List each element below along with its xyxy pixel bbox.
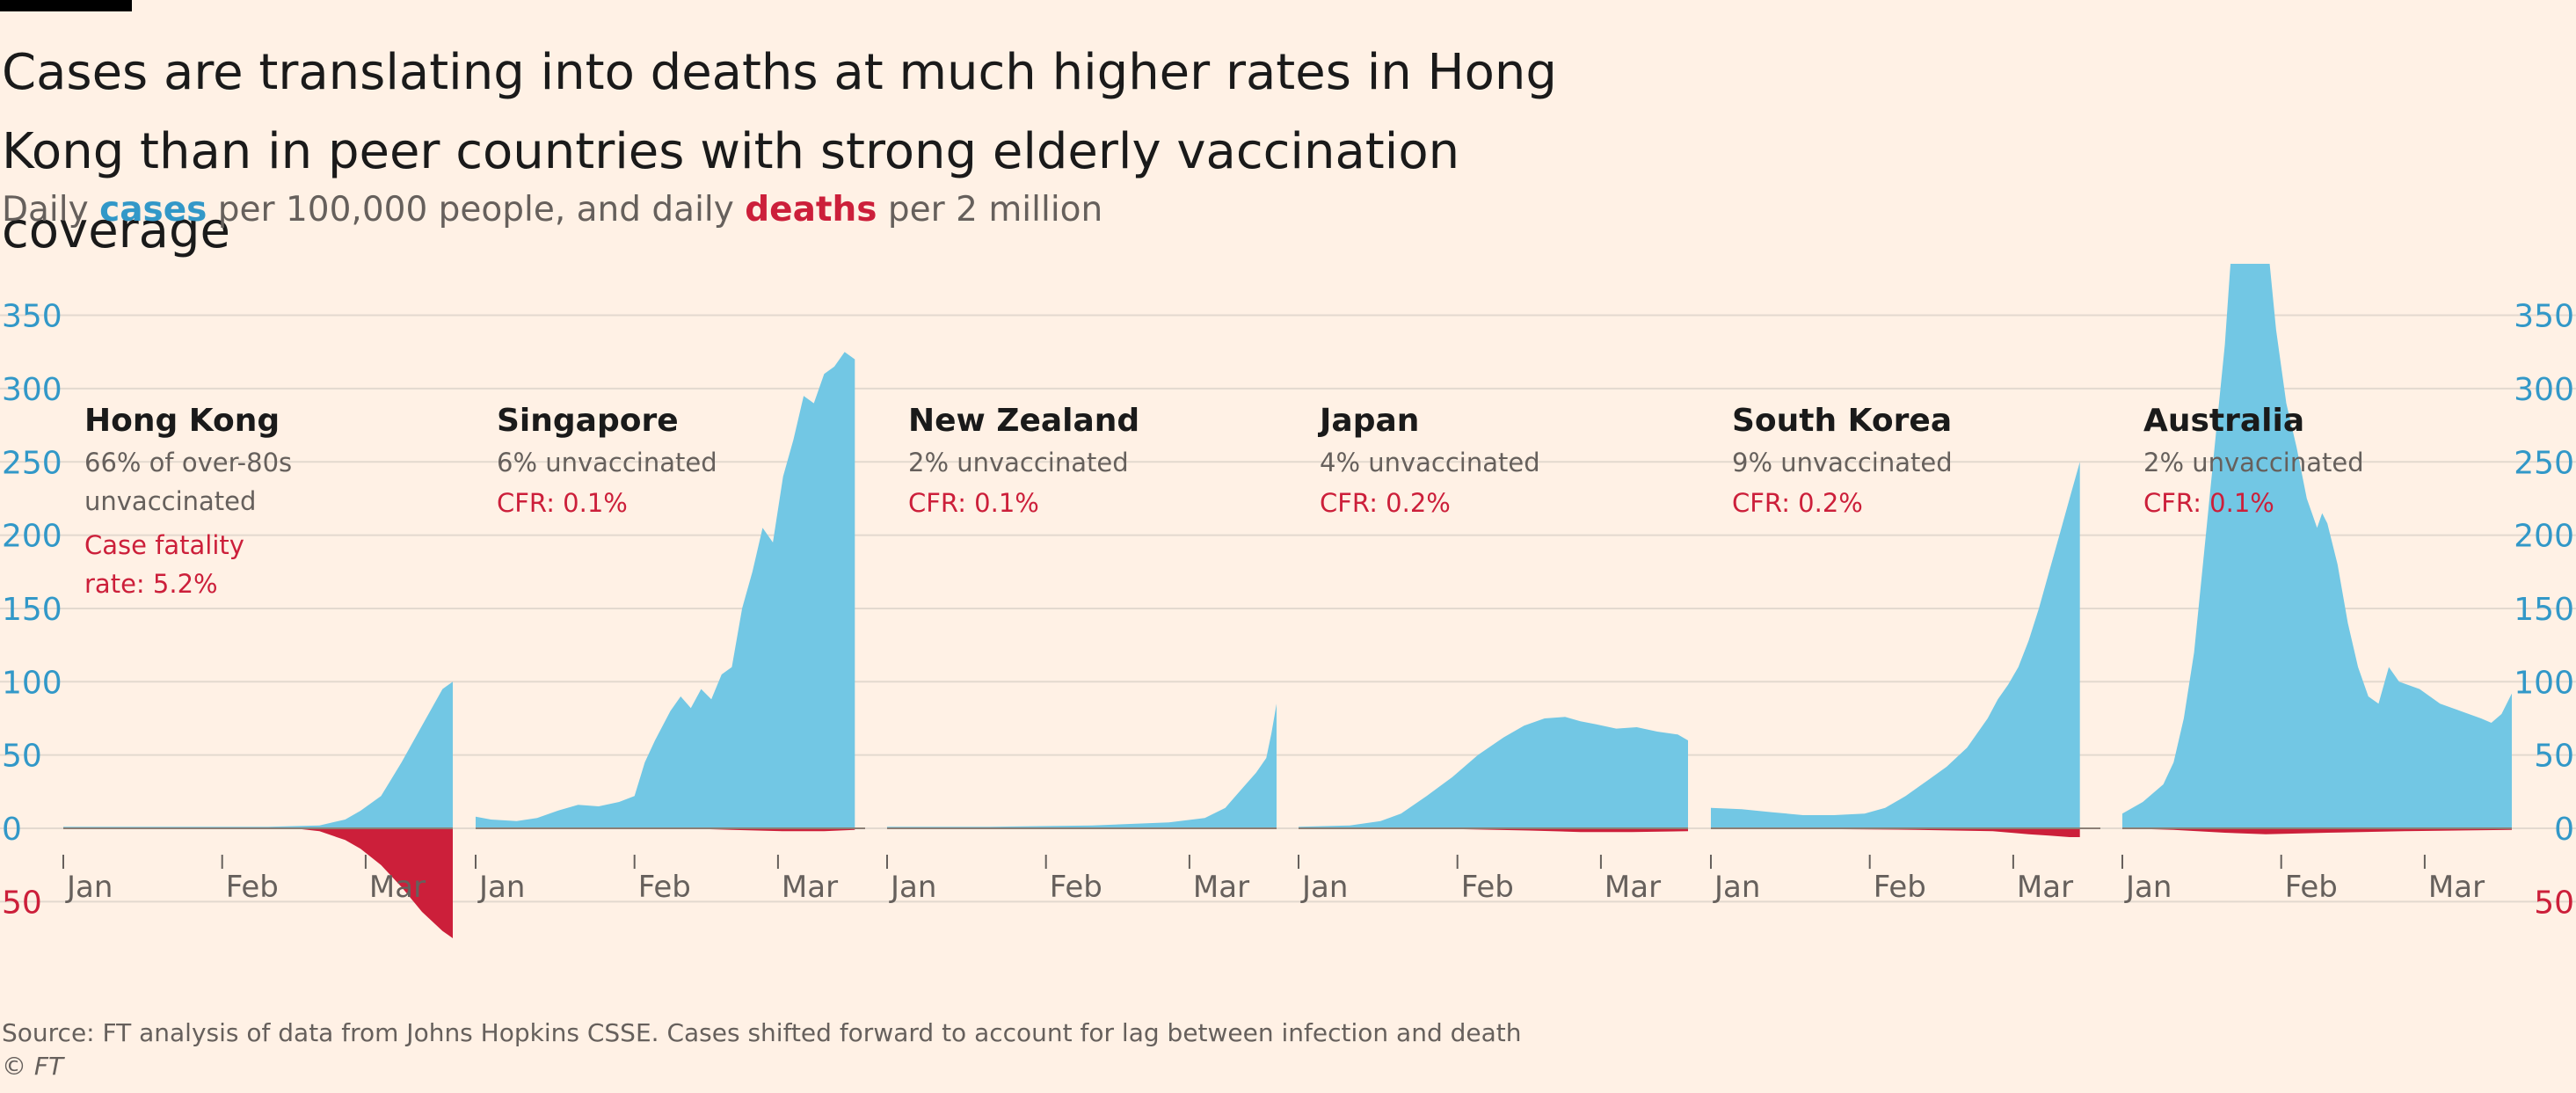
x-tick-label-australia-jan: Jan	[2124, 870, 2172, 905]
deaths-area-south-korea	[1711, 828, 2080, 837]
x-tick-label-south-korea-mar: Mar	[2017, 870, 2073, 905]
x-tick-label-new-zealand-mar: Mar	[1193, 870, 1249, 905]
x-tick-label-japan-feb: Feb	[1461, 870, 1514, 905]
panel-title-australia: Australia	[2143, 403, 2304, 439]
x-tick-label-hong-kong-mar: Mar	[369, 870, 426, 905]
panel-title-hong-kong: Hong Kong	[84, 403, 280, 439]
cases-area-new-zealand	[887, 703, 1277, 828]
cases-area-singapore	[476, 352, 855, 828]
cases-area-south-korea	[1711, 462, 2080, 828]
y-tick-label-left-50: 50	[2, 739, 42, 775]
y-tick-label-left-neg: 50	[2, 885, 42, 921]
subtitle-middle: per 100,000 people, and daily	[207, 190, 746, 230]
y-tick-label-left-300: 300	[2, 372, 62, 408]
panel-cfr-hong-kong-0: Case fatality	[84, 530, 244, 560]
subtitle-cases-word: cases	[99, 190, 207, 230]
x-tick-label-new-zealand-feb: Feb	[1050, 870, 1102, 905]
y-tick-label-left-200: 200	[2, 519, 62, 555]
subtitle-suffix: per 2 million	[877, 190, 1103, 230]
panel-cfr-singapore-0: CFR: 0.1%	[497, 488, 628, 518]
cases-area-hong-kong	[63, 681, 453, 828]
panel-cfr-japan-0: CFR: 0.2%	[1320, 488, 1451, 518]
panel-title-japan: Japan	[1317, 403, 1419, 439]
panel-title-south-korea: South Korea	[1732, 403, 1952, 439]
y-tick-label-right-150: 150	[2514, 592, 2574, 628]
x-tick-label-new-zealand-jan: Jan	[889, 870, 936, 905]
deaths-area-hong-kong	[63, 828, 453, 938]
x-tick-label-south-korea-feb: Feb	[1874, 870, 1926, 905]
panel-cfr-hong-kong-1: rate: 5.2%	[84, 569, 218, 599]
x-tick-label-japan-jan: Jan	[1300, 870, 1348, 905]
subtitle-prefix: Daily	[2, 190, 100, 230]
source-note: Source: FT analysis of data from Johns H…	[2, 1018, 1522, 1047]
ft-brand-bar	[0, 0, 132, 11]
x-tick-label-singapore-feb: Feb	[638, 870, 691, 905]
panel-note-singapore-0: 6% unvaccinated	[497, 448, 717, 477]
chart-title: Cases are translating into deaths at muc…	[2, 44, 1557, 259]
y-tick-label-right-50: 50	[2534, 739, 2574, 775]
y-tick-label-left-100: 100	[2, 665, 62, 701]
panel-note-hong-kong-0: 66% of over-80s	[84, 448, 292, 477]
y-tick-label-left-350: 350	[2, 299, 62, 335]
x-tick-label-hong-kong-jan: Jan	[65, 870, 113, 905]
small-multiples-chart: 350 350 300 300 250 250 200 200 150 150 100 100 50 50…	[0, 264, 2576, 938]
panel-cfr-new-zealand-0: CFR: 0.1%	[908, 488, 1039, 518]
y-tick-label-right-100: 100	[2514, 665, 2574, 701]
panel-note-australia-0: 2% unvaccinated	[2143, 448, 2364, 477]
y-tick-label-right-350: 350	[2514, 299, 2574, 335]
panel-note-south-korea-0: 9% unvaccinated	[1732, 448, 1953, 477]
y-tick-label-right-200: 200	[2514, 519, 2574, 555]
x-tick-label-australia-feb: Feb	[2285, 870, 2338, 905]
x-tick-label-singapore-jan: Jan	[477, 870, 525, 905]
panel-title-singapore: Singapore	[497, 403, 679, 439]
cases-area-australia	[2122, 264, 2512, 828]
copyright-note: © FT	[2, 1052, 64, 1081]
subtitle-deaths-word: deaths	[745, 190, 877, 230]
panel-note-japan-0: 4% unvaccinated	[1320, 448, 1540, 477]
y-tick-label-left-250: 250	[2, 445, 62, 481]
x-tick-label-hong-kong-feb: Feb	[226, 870, 279, 905]
panel-title-new-zealand: New Zealand	[908, 403, 1139, 439]
x-tick-label-singapore-mar: Mar	[782, 870, 838, 905]
deaths-area-australia	[2122, 828, 2512, 834]
y-tick-label-right-250: 250	[2514, 445, 2574, 481]
x-tick-label-australia-mar: Mar	[2428, 870, 2485, 905]
y-tick-label-right-neg: 50	[2534, 885, 2574, 921]
cases-area-japan	[1299, 717, 1688, 828]
panel-cfr-south-korea-0: CFR: 0.2%	[1732, 488, 1863, 518]
panel-cfr-australia-0: CFR: 0.1%	[2143, 488, 2274, 518]
y-tick-label-right-0: 0	[2554, 812, 2574, 848]
deaths-area-japan	[1299, 828, 1688, 833]
y-tick-label-right-300: 300	[2514, 372, 2574, 408]
x-tick-label-japan-mar: Mar	[1605, 870, 1661, 905]
panel-note-new-zealand-0: 2% unvaccinated	[908, 448, 1129, 477]
chart-subtitle: Daily cases per 100,000 people, and dail…	[2, 190, 1102, 230]
x-tick-label-south-korea-jan: Jan	[1713, 870, 1760, 905]
y-tick-label-left-0: 0	[2, 812, 22, 848]
panel-note-hong-kong-1: unvaccinated	[84, 486, 256, 516]
y-tick-label-left-150: 150	[2, 592, 62, 628]
